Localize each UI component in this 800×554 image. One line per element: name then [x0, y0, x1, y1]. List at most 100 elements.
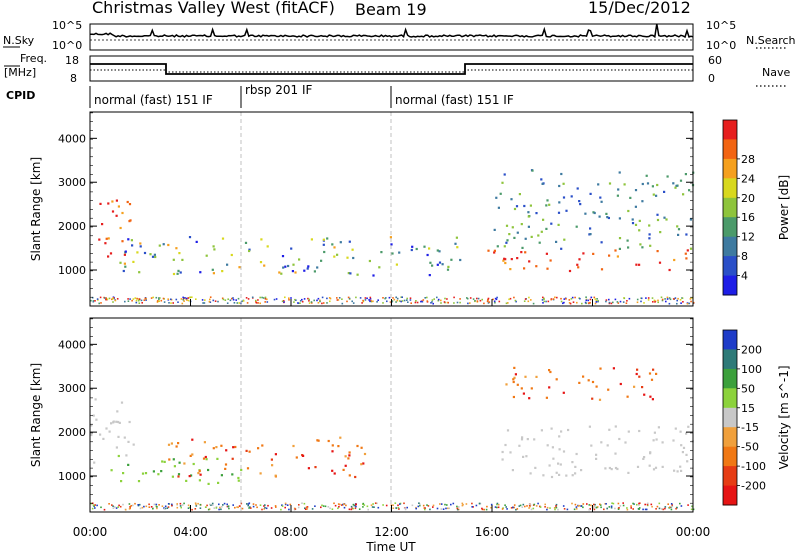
scatter-point [555, 378, 558, 381]
scatter-point [523, 300, 526, 302]
nsky-right-tick-top: 10^5 [706, 19, 736, 32]
scatter-point [660, 296, 663, 299]
scatter-point [495, 196, 498, 199]
scatter-point [437, 298, 440, 301]
scatter-point [568, 269, 572, 273]
scatter-point [306, 508, 309, 510]
scatter-point [105, 298, 107, 301]
scatter-point [582, 506, 584, 509]
scatter-point [281, 504, 283, 506]
scatter-point [521, 506, 524, 508]
scatter-point [680, 505, 683, 507]
scatter-point [676, 506, 678, 509]
scatter-point [638, 504, 640, 506]
scatter-point [396, 297, 399, 300]
y-tick-label: 2000 [58, 426, 86, 439]
scatter-point [438, 261, 442, 264]
x-tick-label: 04:00 [173, 525, 208, 539]
scatter-point [191, 453, 194, 456]
scatter-point [617, 502, 620, 505]
scatter-point [549, 507, 551, 509]
scatter-point [204, 506, 207, 508]
scatter-point [331, 508, 334, 510]
scatter-point [426, 253, 429, 257]
scatter-point [686, 302, 689, 305]
scatter-point [212, 245, 215, 248]
scatter-point [574, 296, 576, 299]
scatter-point [457, 508, 460, 511]
scatter-point [515, 300, 517, 303]
scatter-point [129, 506, 131, 508]
scatter-point [476, 300, 479, 302]
scatter-point [152, 470, 155, 473]
scatter-point [454, 242, 457, 245]
scatter-point [197, 472, 200, 475]
scatter-point [452, 502, 455, 505]
scatter-point [618, 437, 621, 441]
scatter-point [636, 301, 639, 304]
beam-label: Beam 19 [355, 0, 427, 19]
scatter-point [103, 508, 106, 511]
scatter-point [354, 507, 357, 510]
scatter-point [362, 462, 365, 465]
scatter-point [679, 465, 682, 468]
scatter-point [178, 461, 181, 464]
scatter-point [322, 238, 325, 241]
scatter-point [433, 298, 435, 300]
colorbar-tick-label: 50 [741, 382, 755, 395]
scatter-point [653, 299, 656, 302]
scatter-point [119, 505, 122, 508]
scatter-point [423, 245, 426, 248]
scatter-point [429, 508, 431, 511]
scatter-point [347, 272, 350, 275]
colorbar-segment [723, 120, 737, 140]
scatter-point [516, 231, 519, 234]
scatter-point [183, 502, 185, 505]
scatter-point [370, 504, 373, 506]
scatter-point [661, 299, 664, 302]
scatter-point [526, 505, 528, 507]
scatter-point [598, 215, 601, 218]
scatter-point [348, 508, 351, 511]
scatter-point [557, 462, 560, 465]
scatter-point [428, 274, 431, 277]
scatter-point [610, 302, 613, 305]
scatter-point [654, 301, 656, 303]
freq-frame [89, 55, 694, 82]
scatter-point [270, 507, 273, 509]
scatter-point [565, 209, 568, 212]
scatter-point [259, 472, 262, 475]
scatter-point [571, 296, 574, 299]
scatter-point [467, 302, 469, 305]
colorbar-segment [723, 368, 737, 389]
scatter-point [509, 268, 512, 271]
scatter-point [456, 507, 459, 510]
scatter-point [338, 505, 340, 508]
scatter-point [563, 508, 566, 510]
scatter-point [595, 385, 598, 388]
scatter-point [568, 299, 571, 301]
scatter-point [376, 301, 378, 303]
scatter-point [167, 443, 171, 446]
scatter-point [168, 458, 171, 461]
scatter-point [409, 297, 412, 299]
colorbar-segment [723, 330, 737, 350]
scatter-point [362, 502, 365, 505]
scatter-point [284, 502, 287, 505]
scatter-point [310, 238, 313, 241]
scatter-point [651, 297, 654, 299]
scatter-point [382, 504, 384, 506]
scatter-point [657, 301, 659, 304]
scatter-point [101, 223, 104, 226]
scatter-point [366, 505, 369, 508]
scatter-point [368, 259, 371, 263]
scatter-point [582, 375, 585, 378]
scatter-point [686, 460, 689, 463]
scatter-point [148, 506, 151, 508]
scatter-point [555, 506, 558, 509]
scatter-point [173, 465, 176, 468]
scatter-point [605, 300, 607, 303]
scatter-point [648, 372, 652, 375]
scatter-point [144, 297, 147, 300]
scatter-point [595, 453, 598, 456]
